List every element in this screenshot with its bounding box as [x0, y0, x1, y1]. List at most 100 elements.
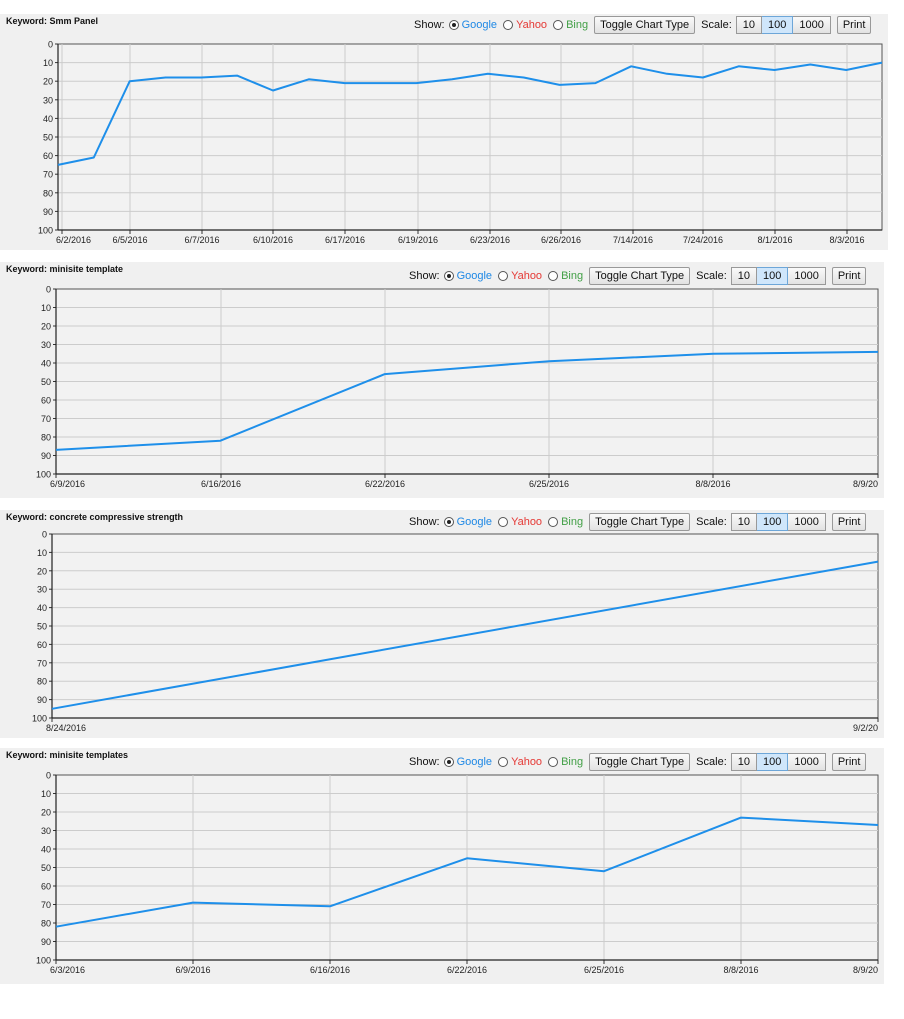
x-tick-label: 8/3/2016	[829, 235, 864, 245]
yahoo-radio[interactable]: Yahoo	[498, 270, 542, 282]
radio-icon	[498, 271, 509, 281]
toggle-chart-type-button[interactable]: Toggle Chart Type	[589, 513, 691, 531]
scale-1000-button[interactable]: 1000	[788, 753, 826, 771]
bing-radio[interactable]: Bing	[553, 19, 588, 31]
print-button[interactable]: Print	[831, 753, 867, 771]
y-tick-label: 100	[38, 226, 53, 236]
radio-selected-icon	[443, 271, 454, 281]
y-tick-label: 10	[37, 548, 47, 558]
y-tick-label: 0	[46, 285, 51, 295]
print-button[interactable]: Print	[831, 513, 867, 531]
show-label: Show:	[409, 516, 440, 528]
radio-icon	[498, 517, 509, 527]
scale-100-button[interactable]: 100	[757, 267, 789, 285]
x-tick-label: 6/3/2016	[50, 965, 85, 975]
scale-10-button[interactable]: 10	[730, 513, 757, 531]
x-tick-label: 6/7/2016	[184, 235, 219, 245]
y-tick-label: 100	[36, 470, 51, 480]
x-tick-label: 6/22/2016	[447, 965, 487, 975]
y-tick-label: 20	[37, 566, 47, 576]
y-tick-label: 30	[37, 585, 47, 595]
y-tick-label: 80	[41, 433, 51, 443]
x-tick-label: 6/22/2016	[365, 479, 405, 489]
y-tick-label: 60	[41, 882, 51, 892]
y-tick-label: 80	[43, 188, 53, 198]
x-tick-label: 8/8/2016	[695, 479, 730, 489]
radio-icon	[548, 757, 559, 767]
scale-10-button[interactable]: 10	[735, 16, 762, 34]
google-label: Google	[461, 19, 498, 31]
x-tick-label: 6/19/2016	[398, 235, 438, 245]
bing-radio[interactable]: Bing	[548, 516, 583, 528]
scale-1000-button[interactable]: 1000	[788, 267, 826, 285]
keyword-panel-3: Keyword: concrete compressive strength S…	[0, 510, 884, 738]
google-label: Google	[456, 516, 493, 528]
y-tick-label: 100	[36, 956, 51, 966]
x-tick-label: 6/23/2016	[470, 235, 510, 245]
scale-1000-button[interactable]: 1000	[788, 513, 826, 531]
scale-10-button[interactable]: 10	[730, 267, 757, 285]
radio-selected-icon	[448, 20, 459, 30]
y-tick-label: 0	[42, 530, 47, 540]
yahoo-radio[interactable]: Yahoo	[498, 756, 542, 768]
toggle-chart-type-button[interactable]: Toggle Chart Type	[589, 753, 691, 771]
scale-label: Scale:	[701, 19, 732, 31]
y-tick-label: 30	[43, 95, 53, 105]
print-button[interactable]: Print	[831, 267, 867, 285]
radio-icon	[503, 20, 514, 30]
scale-selector: 10 100 1000	[730, 753, 826, 771]
toggle-chart-type-button[interactable]: Toggle Chart Type	[594, 16, 696, 34]
print-button[interactable]: Print	[836, 16, 872, 34]
show-label: Show:	[409, 756, 440, 768]
bing-label: Bing	[561, 756, 584, 768]
scale-selector: 10 100 1000	[735, 16, 831, 34]
scale-100-button[interactable]: 100	[762, 16, 794, 34]
y-tick-label: 10	[41, 789, 51, 799]
y-tick-label: 90	[41, 937, 51, 947]
y-tick-label: 20	[41, 322, 51, 332]
google-radio[interactable]: Google	[443, 516, 493, 528]
y-tick-label: 80	[41, 919, 51, 929]
google-radio[interactable]: Google	[448, 19, 498, 31]
chart-controls: Show: Google Yahoo Bing Toggle Chart Typ…	[414, 16, 877, 34]
x-tick-label: 6/26/2016	[541, 235, 581, 245]
y-tick-label: 30	[41, 826, 51, 836]
y-tick-label: 70	[41, 414, 51, 424]
scale-100-button[interactable]: 100	[757, 513, 789, 531]
scale-100-button[interactable]: 100	[757, 753, 789, 771]
series-line	[55, 350, 879, 451]
scale-label: Scale:	[696, 756, 727, 768]
yahoo-radio[interactable]: Yahoo	[498, 516, 542, 528]
y-tick-label: 50	[41, 377, 51, 387]
x-tick-label: 8/9/20	[853, 965, 878, 975]
series-line	[55, 816, 879, 928]
radio-selected-icon	[443, 517, 454, 527]
bing-radio[interactable]: Bing	[548, 270, 583, 282]
bing-radio[interactable]: Bing	[548, 756, 583, 768]
google-radio[interactable]: Google	[443, 756, 492, 768]
chart-controls: Show: Google Yahoo Bing Toggle Chart Typ…	[409, 753, 872, 771]
y-tick-label: 10	[43, 58, 53, 68]
bing-label: Bing	[566, 19, 589, 31]
x-tick-label: 8/9/20	[853, 479, 878, 489]
y-tick-label: 10	[41, 303, 51, 313]
toggle-chart-type-button[interactable]: Toggle Chart Type	[589, 267, 691, 285]
y-tick-label: 40	[37, 603, 47, 613]
keyword-panel-4: Keyword: minisite templates Show: Google…	[0, 748, 884, 984]
show-label: Show:	[409, 270, 440, 282]
x-tick-label: 6/25/2016	[529, 479, 569, 489]
scale-1000-button[interactable]: 1000	[793, 16, 831, 34]
y-tick-label: 60	[37, 640, 47, 650]
y-tick-label: 70	[37, 658, 47, 668]
y-tick-label: 90	[43, 207, 53, 217]
y-tick-label: 20	[41, 808, 51, 818]
y-tick-label: 100	[32, 714, 47, 724]
y-tick-label: 30	[41, 340, 51, 350]
yahoo-radio[interactable]: Yahoo	[503, 19, 547, 31]
scale-10-button[interactable]: 10	[730, 753, 757, 771]
y-tick-label: 40	[41, 845, 51, 855]
yahoo-label: Yahoo	[516, 19, 548, 31]
google-radio[interactable]: Google	[443, 270, 492, 282]
